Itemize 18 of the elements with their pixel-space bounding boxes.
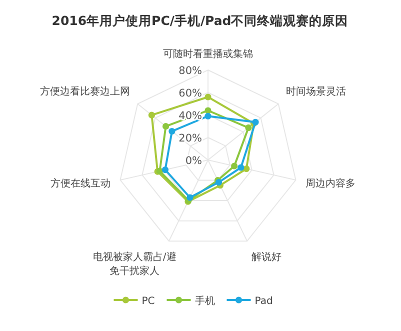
y-tick-label: 60% [178,88,202,100]
spoke-label: 周边内容多 [305,177,356,190]
spoke-label: 方便边看比赛边上网 [40,86,130,98]
y-tick-label: 0% [185,155,202,167]
chart-title: 2016年用户使用PC/手机/Pad不同终端观赛的原因 [52,13,348,28]
spoke-label: 解说好 [251,251,282,264]
legend-item: 手机 [166,296,215,307]
legend-label: 手机 [194,295,215,307]
legend-label: PC [142,296,155,307]
legend-item: Pad [226,296,273,307]
legend-item: PC [114,296,155,307]
y-tick-label: 80% [178,65,202,77]
spoke-label: 时间场景灵活 [286,86,346,98]
legend-label: Pad [254,296,273,307]
spoke-label: 可随时看重播或集锦 [163,48,253,60]
spoke-label: 方便在线互动 [50,177,111,190]
spoke-label: 电视被家人霸占/避免干扰家人 [92,251,176,278]
y-tick-label: 20% [178,132,202,144]
